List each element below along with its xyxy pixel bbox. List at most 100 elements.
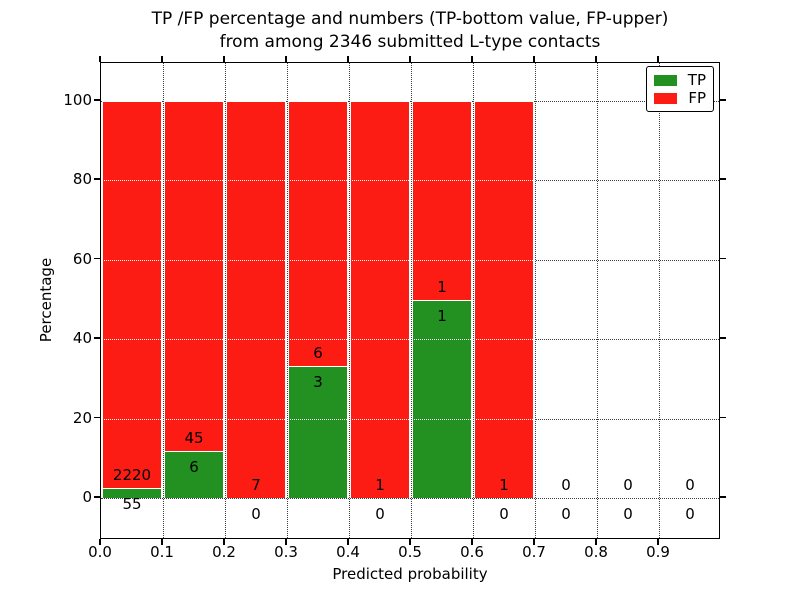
x-tick-label: 0.4 — [336, 543, 360, 561]
y-tick-mark-right — [720, 257, 726, 260]
y-tick-label: 20 — [72, 408, 92, 427]
x-tick-mark — [285, 539, 287, 545]
y-tick-mark — [94, 337, 100, 339]
tp-legend-label: TP — [687, 71, 706, 89]
chart-title-line-1: TP /FP percentage and numbers (TP-bottom… — [151, 9, 669, 29]
fp-bar-segment — [164, 101, 224, 452]
plot-area: 2220 55 45 6 7 0 6 3 1 0 1 1 1 0 0 0 0 0 0 0 — [100, 62, 720, 539]
legend-item-tp: TP — [654, 72, 706, 88]
fp-count-label: 0 — [623, 476, 633, 494]
x-tick-mark-top — [471, 56, 473, 62]
x-gridline — [473, 63, 474, 538]
fp-count-label: 0 — [561, 476, 571, 494]
x-tick-label: 0.3 — [274, 543, 298, 561]
fp-legend-label: FP — [688, 89, 706, 107]
tp-count-label: 0 — [499, 505, 509, 523]
x-tick-label: 0.7 — [522, 543, 546, 561]
x-gridline — [411, 63, 412, 538]
x-tick-mark-top — [99, 56, 101, 62]
x-tick-mark — [161, 539, 163, 545]
x-gridline — [163, 63, 164, 538]
x-tick-mark-top — [161, 56, 163, 62]
x-tick-mark-top — [285, 56, 287, 62]
fp-bar-segment — [288, 101, 348, 366]
y-tick-mark-right — [720, 99, 726, 101]
x-gridline — [225, 63, 226, 538]
fp-bar-segment — [226, 101, 286, 498]
x-gridline — [659, 63, 660, 538]
y-gridline-over-bars — [101, 180, 535, 182]
fp-count-label: 7 — [251, 476, 261, 494]
tp-count-label: 6 — [189, 458, 199, 477]
fp-bar-segment — [474, 101, 534, 498]
x-tick-mark-top — [347, 56, 349, 62]
x-tick-label: 0.8 — [584, 543, 608, 561]
x-tick-mark — [471, 539, 473, 545]
y-tick-label: 80 — [72, 170, 92, 189]
y-tick-label: 0 — [82, 488, 92, 506]
tp-count-label: 55 — [122, 495, 142, 514]
tp-count-label: 0 — [375, 505, 385, 523]
x-tick-mark-top — [409, 56, 411, 62]
tp-count-label: 0 — [685, 505, 695, 523]
y-gridline — [101, 498, 719, 499]
fp-count-label: 1 — [375, 476, 385, 494]
x-tick-label: 0.0 — [88, 543, 112, 561]
fp-count-label: 1 — [499, 476, 509, 494]
y-tick-label: 60 — [72, 249, 92, 268]
fp-count-label: 2220 — [112, 466, 152, 485]
x-gridline — [349, 63, 350, 538]
x-tick-label: 0.6 — [460, 543, 484, 561]
y-gridline-over-bars — [101, 418, 535, 420]
x-tick-mark-top — [595, 56, 597, 62]
y-tick-mark-right — [720, 496, 726, 498]
y-gridline-over-bars — [101, 259, 535, 261]
x-tick-mark — [409, 539, 411, 545]
x-tick-label: 0.9 — [646, 543, 670, 561]
tp-count-label: 1 — [437, 306, 447, 325]
x-tick-label: 0.2 — [212, 543, 236, 561]
chart-title-line-2: from among 2346 submitted L-type contact… — [219, 32, 601, 52]
x-tick-mark — [533, 539, 535, 545]
y-tick-mark-right — [720, 337, 726, 339]
fp-legend-swatch — [654, 92, 678, 104]
fp-bar-segment — [102, 101, 162, 489]
tp-count-label: 0 — [623, 505, 633, 523]
x-gridline — [287, 63, 288, 538]
x-tick-label: 0.1 — [150, 543, 174, 561]
tp-bar-segment — [102, 488, 162, 498]
x-tick-mark-top — [223, 56, 225, 62]
y-tick-mark — [94, 99, 100, 101]
x-gridline — [597, 63, 598, 538]
y-tick-mark — [94, 257, 100, 260]
x-tick-label: 0.5 — [398, 543, 422, 561]
tp-count-label: 0 — [251, 505, 261, 523]
tp-bar-segment — [412, 299, 472, 498]
fp-count-label: 6 — [313, 343, 323, 362]
y-tick-mark-right — [720, 178, 726, 180]
x-tick-mark-top — [533, 56, 535, 62]
fp-count-label: 0 — [685, 476, 695, 494]
y-tick-label: 100 — [63, 91, 92, 109]
fp-bar-segment — [350, 101, 410, 498]
x-tick-mark-top — [657, 56, 659, 62]
tp-count-label: 0 — [561, 505, 571, 523]
x-gridline — [535, 63, 536, 538]
tp-bar-segment — [288, 365, 348, 498]
x-tick-mark — [657, 539, 659, 545]
legend-item-fp: FP — [654, 90, 706, 106]
legend-box: TP FP — [646, 66, 714, 112]
y-tick-label: 40 — [72, 329, 92, 348]
x-tick-mark — [223, 539, 225, 545]
fp-bar-segment — [412, 101, 472, 300]
fp-count-label: 45 — [184, 429, 204, 448]
y-tick-mark-right — [720, 416, 726, 419]
y-gridline — [101, 101, 719, 102]
y-tick-mark — [94, 178, 100, 180]
tp-legend-swatch — [654, 74, 677, 86]
y-tick-mark — [94, 496, 100, 498]
x-axis-label: Predicted probability — [332, 565, 488, 583]
x-tick-mark — [99, 539, 101, 545]
x-tick-mark — [595, 539, 597, 545]
